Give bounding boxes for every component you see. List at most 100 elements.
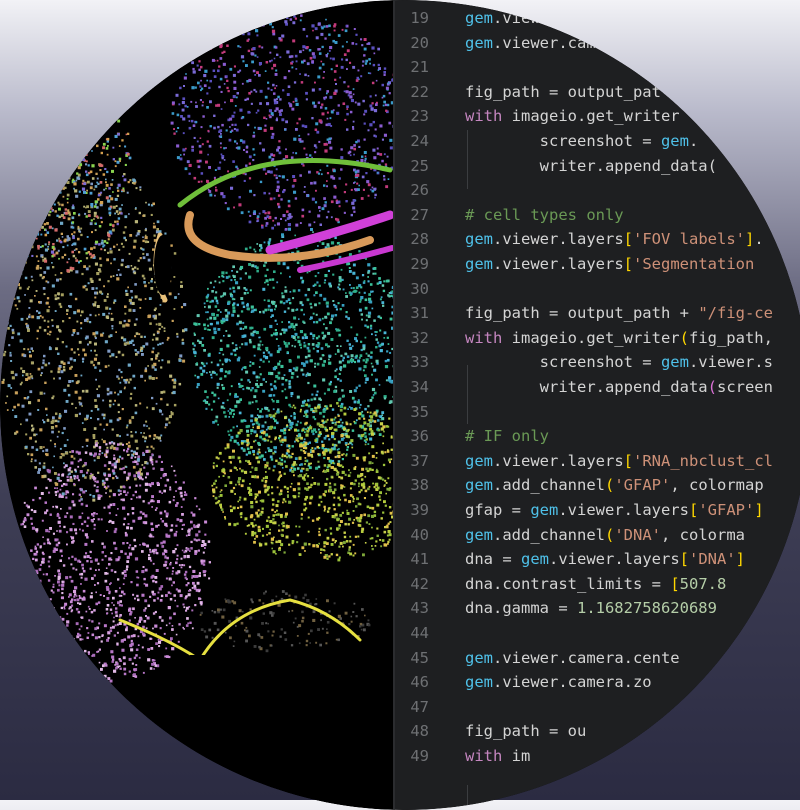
cell-dot xyxy=(322,112,325,115)
cell-dot xyxy=(211,362,213,364)
cell-dot xyxy=(333,419,335,421)
cell-dot xyxy=(71,580,74,583)
cell-dot xyxy=(367,514,370,517)
cell-dot xyxy=(94,399,97,402)
cell-dot xyxy=(125,239,127,241)
cell-dot xyxy=(68,380,71,383)
cell-dot xyxy=(340,477,343,480)
cell-dot xyxy=(108,474,111,477)
cell-dot xyxy=(288,85,291,88)
cell-dot xyxy=(372,366,374,368)
cell-dot xyxy=(270,456,273,459)
cell-dot xyxy=(323,410,326,413)
cell-dot xyxy=(33,199,35,201)
cell-dot xyxy=(103,482,105,484)
cell-dot xyxy=(37,471,40,474)
cell-dot xyxy=(265,347,268,350)
cell-dot xyxy=(281,444,283,446)
cell-dot xyxy=(125,628,128,631)
cell-dot xyxy=(369,63,371,65)
cell-dot xyxy=(307,272,309,274)
cell-dot xyxy=(35,608,37,610)
cell-dot xyxy=(49,334,51,336)
cell-dot xyxy=(123,471,126,474)
cell-dot xyxy=(192,582,195,585)
cell-dot xyxy=(281,377,284,380)
cell-dot xyxy=(153,347,155,349)
cell-dot xyxy=(266,102,269,105)
cell-dot xyxy=(273,469,275,471)
cell-dot xyxy=(137,599,140,602)
cell-dot xyxy=(135,675,138,678)
cell-dot xyxy=(249,177,251,179)
cell-dot xyxy=(352,206,355,209)
cell-dot xyxy=(374,411,377,414)
cell-dot xyxy=(23,354,26,357)
cell-dot xyxy=(300,277,303,280)
cell-dot xyxy=(315,190,317,192)
cell-dot xyxy=(31,315,34,318)
cell-dot xyxy=(22,405,25,408)
cell-dot xyxy=(310,484,312,486)
cell-dot xyxy=(240,513,242,515)
cell-dot xyxy=(379,415,381,417)
cell-dot xyxy=(278,37,281,40)
cell-dot xyxy=(275,73,278,76)
cell-dot xyxy=(382,284,385,287)
cell-dot xyxy=(387,294,389,296)
cell-dot xyxy=(222,364,224,366)
cell-dot xyxy=(84,476,87,479)
cell-dot xyxy=(220,369,222,371)
cell-dot xyxy=(250,471,252,473)
cell-dot xyxy=(326,165,328,167)
cell-dot xyxy=(384,331,387,334)
cell-dot xyxy=(218,496,220,498)
cell-dot xyxy=(142,253,144,255)
cell-dot xyxy=(259,127,262,130)
cell-dot xyxy=(252,525,255,528)
cell-dot xyxy=(92,499,95,502)
cell-dot xyxy=(287,449,290,452)
cell-dot xyxy=(272,452,274,454)
cell-dot xyxy=(376,338,378,340)
cell-dot xyxy=(325,19,327,21)
cell-dot xyxy=(108,365,110,367)
cell-dot xyxy=(217,383,220,386)
cell-dot xyxy=(311,24,314,27)
cell-dot xyxy=(264,129,267,132)
cell-dot xyxy=(131,643,134,646)
cell-dot xyxy=(214,195,216,197)
cell-dot xyxy=(261,425,264,428)
cell-dot xyxy=(180,158,183,161)
cell-dot xyxy=(325,343,328,346)
cell-dot xyxy=(0,367,2,369)
cell-dot xyxy=(87,637,89,639)
cell-dot xyxy=(52,467,54,469)
cell-dot xyxy=(221,154,223,156)
cell-dot xyxy=(344,523,347,526)
cell-dot xyxy=(207,140,209,142)
cell-dot xyxy=(245,64,248,67)
cell-dot xyxy=(234,124,236,126)
cell-dot xyxy=(314,144,317,147)
cell-dot xyxy=(21,226,23,228)
cell-dot xyxy=(247,111,250,114)
cell-dot xyxy=(250,515,253,518)
cell-dot xyxy=(31,425,33,427)
cell-dot xyxy=(176,94,179,97)
cell-dot xyxy=(335,305,338,308)
cell-dot xyxy=(152,464,154,466)
cell-dot xyxy=(35,559,38,562)
cell-dot xyxy=(128,309,131,312)
cell-dot xyxy=(358,417,360,419)
cell-dot xyxy=(276,400,279,403)
cell-dot xyxy=(25,277,28,280)
cell-dot xyxy=(210,80,213,83)
cell-dot xyxy=(37,338,39,340)
cell-dot xyxy=(319,294,322,297)
cell-dot xyxy=(254,476,256,478)
cell-dot xyxy=(77,348,79,350)
cell-dot xyxy=(349,343,351,345)
cell-dot xyxy=(160,627,162,629)
cell-dot xyxy=(34,585,37,588)
